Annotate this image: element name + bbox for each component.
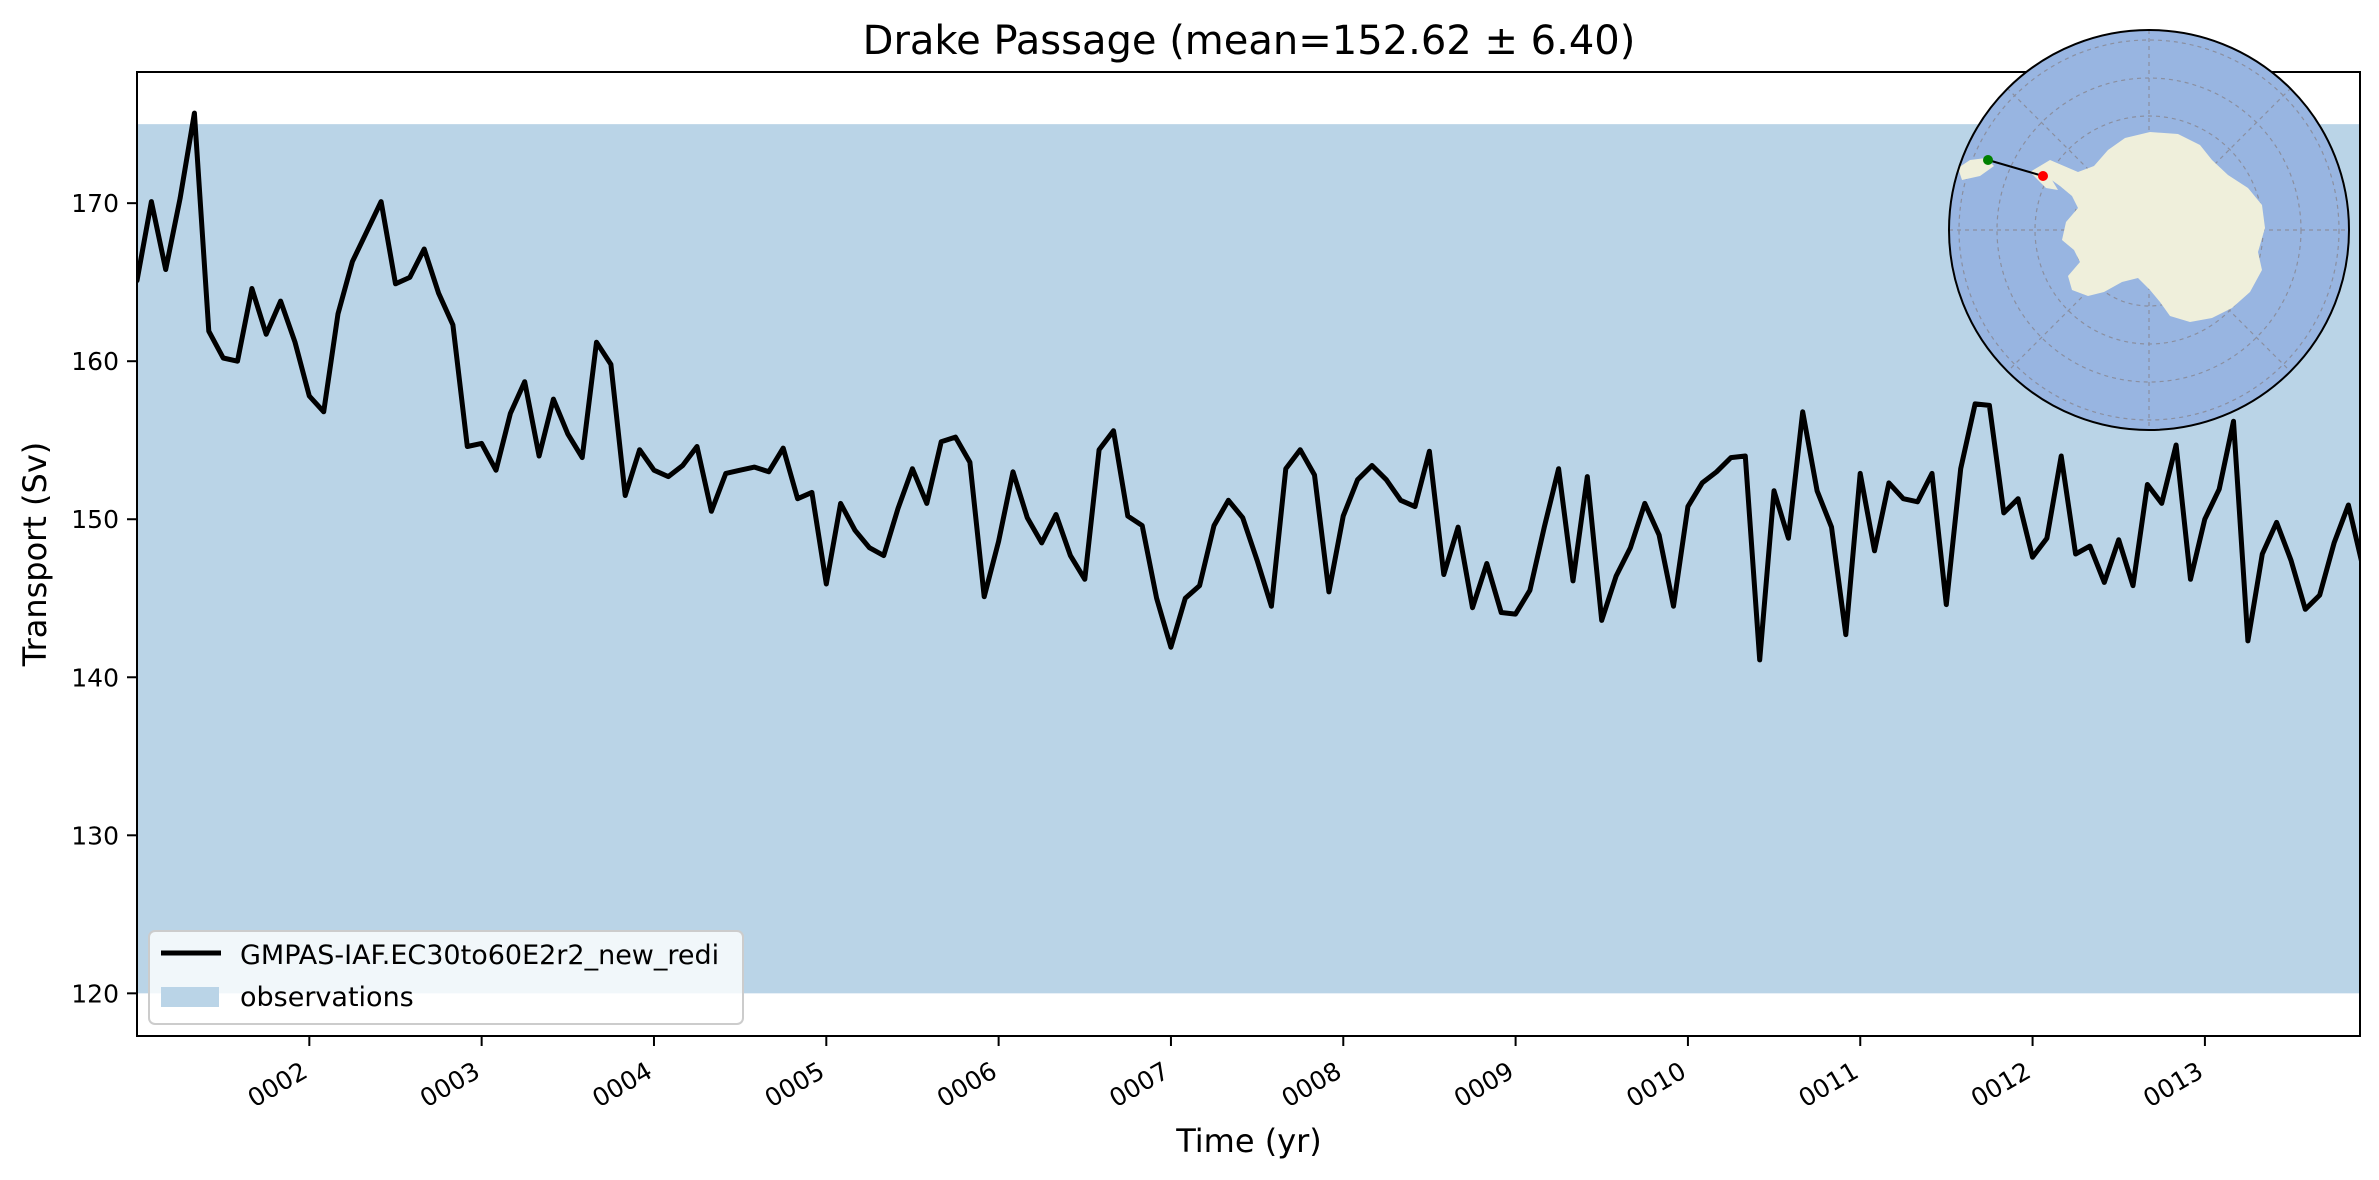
inset-border — [1948, 29, 2350, 431]
x-axis-ticks: 0002 0003 0004 0005 0006 0007 0008 0009 0010 0011… — [243, 1036, 2208, 1113]
y-tick-label: 140 — [71, 663, 119, 692]
x-tick-label: 0002 — [243, 1056, 313, 1113]
y-tick-label: 150 — [71, 505, 119, 534]
x-tick-label: 0006 — [932, 1056, 1002, 1113]
inset-section-line — [1987, 159, 2044, 177]
plot-frame — [136, 71, 2361, 1037]
x-tick-label: 0013 — [2138, 1056, 2208, 1113]
y-tick-label: 130 — [71, 821, 119, 850]
x-tick-label: 0007 — [1104, 1056, 1174, 1113]
inset-section-start — [1983, 155, 1993, 165]
legend-series-label: GMPAS-IAF.EC30to60E2r2_new_redi — [240, 940, 719, 971]
y-axis-label: Transport (Sv) — [16, 442, 54, 668]
x-tick-label: 0010 — [1621, 1056, 1691, 1113]
x-tick-label: 0003 — [415, 1056, 485, 1113]
legend: GMPAS-IAF.EC30to60E2r2_new_redi observat… — [148, 930, 744, 1025]
chart-title: Drake Passage (mean=152.62 ± 6.40) — [863, 18, 1636, 64]
inset-antarctica — [2040, 132, 2265, 322]
x-tick-label: 0009 — [1449, 1056, 1519, 1113]
x-tick-label: 0011 — [1794, 1056, 1864, 1113]
legend-obs-swatch — [161, 987, 219, 1007]
x-tick-label: 0008 — [1277, 1056, 1347, 1113]
legend-obs-label: observations — [240, 982, 414, 1013]
x-tick-label: 0005 — [760, 1056, 830, 1113]
x-tick-label: 0012 — [1966, 1056, 2036, 1113]
inset-section-end — [2038, 171, 2048, 181]
inset-map — [1948, 29, 2350, 431]
x-axis-label: Time (yr) — [1175, 1122, 1322, 1160]
series-line — [137, 110, 2360, 663]
legend-box — [148, 930, 744, 1025]
x-tick-label: 0004 — [587, 1056, 657, 1113]
y-tick-label: 160 — [71, 347, 119, 376]
y-tick-label: 170 — [71, 189, 119, 218]
y-axis-ticks: 120 130 140 150 160 170 — [71, 189, 137, 1008]
y-tick-label: 120 — [71, 979, 119, 1008]
